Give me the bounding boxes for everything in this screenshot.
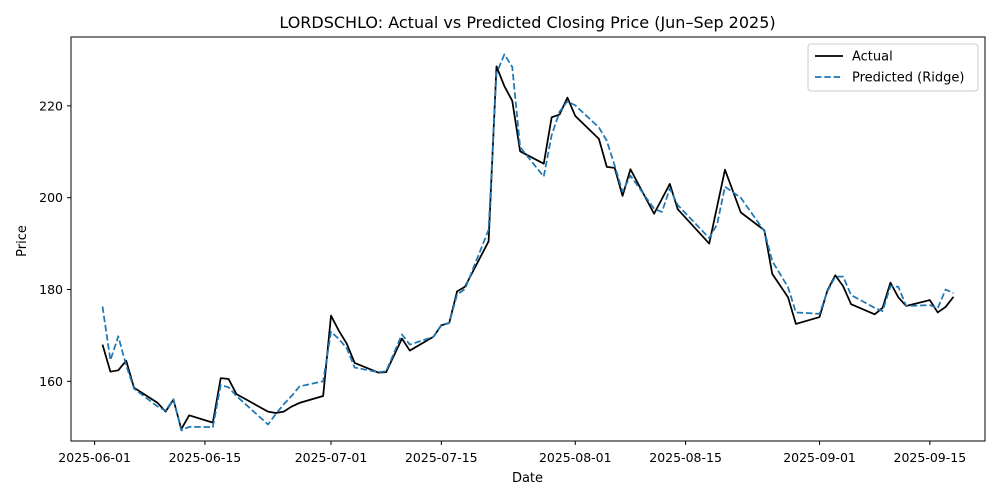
x-tick-label: 2025-09-01 — [783, 450, 856, 465]
plot-area — [101, 53, 955, 432]
predicted-series-line — [101, 53, 954, 432]
y-tick-label: 220 — [39, 98, 63, 113]
x-axis-label: Date — [512, 471, 543, 486]
x-axis: 2025-06-01 2025-06-15 2025-07-01 2025-07-15… — [58, 441, 966, 465]
x-tick-label: 2025-06-15 — [169, 450, 242, 465]
legend-box — [807, 43, 979, 92]
chart-title: LORDSCHLO: Actual vs Predicted Closing P… — [279, 13, 775, 32]
y-tick-label: 180 — [39, 282, 63, 297]
plot-frame — [70, 36, 986, 442]
x-tick-label: 2025-07-15 — [405, 450, 478, 465]
legend: Actual Predicted (Ridge) — [807, 43, 979, 92]
y-tick-label: 160 — [39, 374, 63, 389]
y-tick-label: 200 — [39, 190, 63, 205]
x-tick-label: 2025-08-01 — [539, 450, 612, 465]
x-tick-label: 2025-08-15 — [649, 450, 722, 465]
x-tick-label: 2025-09-15 — [894, 450, 967, 465]
y-axis-label: Price — [15, 225, 30, 257]
legend-label: Predicted (Ridge) — [852, 71, 964, 86]
x-tick-label: 2025-06-01 — [58, 450, 131, 465]
y-axis: 160 180 200 220 — [39, 98, 71, 389]
x-tick-label: 2025-07-01 — [295, 450, 368, 465]
legend-label: Actual — [852, 50, 893, 65]
